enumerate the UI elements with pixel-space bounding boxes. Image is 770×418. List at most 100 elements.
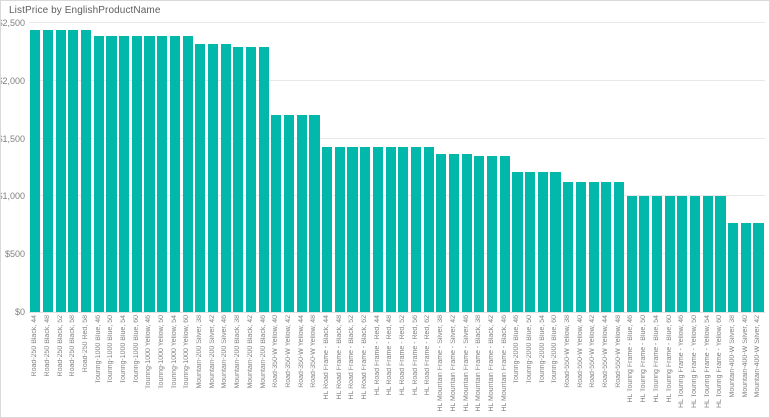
bar-slot [727,23,740,312]
bar[interactable] [309,115,320,312]
bar-slot [435,23,448,312]
bar-slot [194,23,207,312]
bar[interactable] [651,195,663,312]
bar[interactable] [30,29,41,312]
x-axis-label: Mountain-400-W Silver, 42 [754,315,762,398]
x-axis-label: HL Road Frame - Red, 44 [373,315,381,396]
bar[interactable] [740,223,751,312]
bar[interactable] [715,195,726,312]
bar[interactable] [195,43,206,312]
bar[interactable] [169,36,180,312]
x-label-slot: HL Road Frame - Red, 56 [410,315,423,417]
bar[interactable] [601,182,612,312]
bar-slot [321,23,334,312]
bar[interactable] [93,36,104,312]
x-axis-label: HL Road Frame - Black, 52 [348,315,356,400]
bar[interactable] [271,115,282,312]
x-label-slot: Road-350-W Yellow, 42 [283,315,296,417]
bar[interactable] [119,36,130,312]
bar[interactable] [474,156,485,312]
bar[interactable] [525,171,536,312]
bar-slot [67,23,80,312]
bar[interactable] [42,29,54,312]
bar[interactable] [664,195,675,312]
bar[interactable] [613,182,625,312]
x-axis-label: Road-250 Red, 58 [81,315,89,373]
bar[interactable] [233,46,244,312]
bar[interactable] [690,195,701,312]
bar[interactable] [423,146,434,312]
bar[interactable] [550,171,561,312]
bar[interactable] [563,182,574,312]
x-label-slot: HL Touring Frame - Yellow, 50 [689,315,702,417]
bar[interactable] [575,182,586,312]
bar[interactable] [245,46,257,312]
bar[interactable] [131,36,142,312]
bar[interactable] [702,195,713,312]
bar-slot [460,23,473,312]
bar[interactable] [322,146,333,312]
bar[interactable] [753,223,764,312]
bar-slot [207,23,220,312]
bar[interactable] [347,146,358,312]
x-axis-label: Touring-1000 Yellow, 46 [145,315,153,389]
bar[interactable] [512,171,523,312]
bar[interactable] [144,36,155,312]
x-label-slot: Road-350-W Yellow, 48 [308,315,321,417]
x-label-slot: Touring-1000 Blue, 50 [105,315,118,417]
bar[interactable] [385,146,396,312]
bar[interactable] [461,154,472,312]
bar[interactable] [360,146,371,312]
bar[interactable] [68,29,79,312]
bar[interactable] [487,156,498,312]
bar[interactable] [436,154,447,312]
bar[interactable] [106,36,117,312]
x-axis-label: Road-250 Black, 44 [31,315,39,377]
bar[interactable] [55,29,66,312]
bar-slot [54,23,67,312]
bar-slot [257,23,270,312]
bar-slot [600,23,613,312]
bar[interactable] [207,43,219,312]
bar[interactable] [677,195,688,312]
bar[interactable] [284,115,295,312]
bar-slot [486,23,499,312]
bar-slot [562,23,575,312]
bar[interactable] [728,223,739,312]
bar[interactable] [258,46,269,312]
bar[interactable] [448,154,460,312]
x-label-slot: Touring-1000 Blue, 60 [131,315,144,417]
x-label-slot: HL Mountain Frame - Silver, 46 [460,315,473,417]
x-axis-label: Mountain-200 Black, 46 [259,315,267,389]
x-axis-label: Road-250 Black, 48 [43,315,51,377]
bar[interactable] [334,146,345,312]
bar[interactable] [639,195,650,312]
bar-slot [156,23,169,312]
bar[interactable] [220,43,231,312]
bar[interactable] [499,156,510,312]
bar-slot [537,23,550,312]
bar[interactable] [81,29,92,312]
bar-slot [80,23,93,312]
x-label-slot: Touring-1000 Blue, 46 [92,315,105,417]
bar[interactable] [182,36,193,312]
x-axis-label: Touring-2000 Blue, 50 [525,315,533,384]
bar-slot [219,23,232,312]
bar[interactable] [626,195,637,312]
bar[interactable] [410,146,422,312]
x-label-slot: Mountain-200 Silver, 38 [194,315,207,417]
x-label-slot: Touring-1000 Yellow, 50 [156,315,169,417]
bar-slot [752,23,765,312]
bar-slot [118,23,131,312]
bar[interactable] [398,146,409,312]
x-label-slot: Mountain-400-W Silver, 42 [752,315,765,417]
bar-slot [359,23,372,312]
x-axis-label: Road-550-W Yellow, 48 [614,315,622,388]
bar[interactable] [588,182,599,312]
bar[interactable] [296,115,307,312]
bar[interactable] [157,36,168,312]
bar-slot [372,23,385,312]
bar-slot [245,23,258,312]
bar[interactable] [372,146,383,312]
bar[interactable] [537,171,548,312]
